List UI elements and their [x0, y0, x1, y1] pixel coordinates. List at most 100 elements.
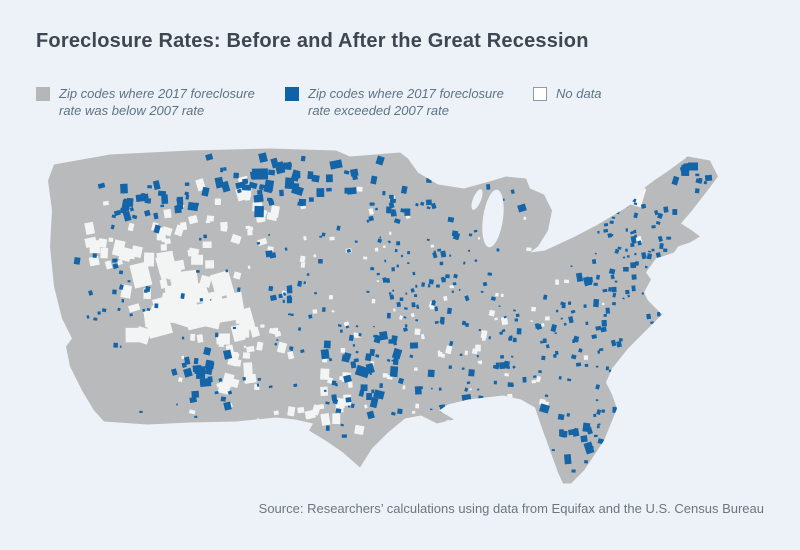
zip-nodata — [629, 185, 637, 194]
zip-exceeded — [237, 287, 241, 292]
source-note: Source: Researchers’ calculations using … — [258, 501, 764, 516]
zip-exceeded — [352, 344, 356, 347]
zip-exceeded — [503, 315, 507, 319]
zip-nodata — [216, 382, 222, 388]
zip-exceeded — [386, 206, 392, 214]
zip-nodata — [540, 323, 545, 327]
zip-exceeded — [603, 313, 607, 317]
zip-exceeded — [325, 352, 329, 356]
zip-nodata — [267, 246, 274, 252]
zip-exceeded — [554, 350, 559, 355]
great-lakes — [471, 189, 504, 248]
zip-exceeded — [593, 413, 597, 418]
zip-exceeded — [648, 250, 652, 253]
zip-exceeded — [205, 153, 214, 161]
zip-exceeded — [377, 238, 383, 244]
zip-nodata — [218, 333, 230, 345]
zip-exceeded — [209, 299, 212, 301]
zip-exceeded — [644, 265, 648, 268]
zip-exceeded — [610, 201, 616, 208]
zip-exceeded — [558, 375, 562, 380]
zip-nodata — [120, 284, 133, 299]
zip-exceeded — [566, 412, 571, 417]
zip-nodata — [104, 260, 113, 270]
zip-exceeded — [592, 473, 599, 477]
nodata-speckles — [84, 175, 647, 461]
zip-exceeded — [400, 208, 406, 213]
zip-exceeded — [366, 410, 375, 420]
zip-exceeded — [402, 433, 406, 438]
zip-nodata — [205, 220, 211, 224]
zip-exceeded — [276, 339, 279, 341]
zip-exceeded — [221, 425, 226, 429]
zip-exceeded — [682, 153, 688, 158]
zip-exceeded — [375, 354, 380, 358]
zip-nodata — [160, 244, 167, 251]
zip-exceeded — [118, 284, 124, 291]
zip-exceeded — [695, 178, 702, 184]
zip-exceeded — [185, 194, 190, 200]
zip-exceeded — [215, 462, 220, 467]
zip-exceeded — [223, 167, 227, 171]
zip-exceeded — [235, 181, 246, 190]
zip-exceeded — [623, 192, 631, 199]
zip-exceeded — [349, 168, 359, 177]
zip-exceeded — [337, 324, 342, 328]
zip-exceeded — [215, 332, 219, 338]
zip-exceeded — [440, 276, 446, 283]
zip-exceeded — [575, 272, 584, 283]
zip-nodata — [214, 198, 221, 205]
zip-exceeded — [601, 409, 605, 413]
zip-exceeded — [204, 359, 214, 370]
zip-nodata — [187, 315, 191, 318]
zip-exceeded — [290, 313, 294, 316]
zip-exceeded — [634, 252, 637, 256]
zip-exceeded — [512, 365, 516, 369]
zip-nodata — [368, 208, 375, 216]
zip-exceeded — [320, 348, 330, 360]
zip-exceeded — [412, 271, 416, 276]
zip-nodata — [504, 372, 509, 377]
zip-exceeded — [542, 294, 548, 300]
zip-exceeded — [291, 185, 304, 196]
zip-exceeded — [110, 224, 115, 230]
zip-exceeded — [415, 202, 419, 207]
zip-exceeded — [268, 385, 273, 389]
zip-exceeded — [430, 387, 433, 390]
zip-exceeded — [497, 248, 500, 252]
zip-exceeded — [432, 299, 436, 303]
zip-nodata — [188, 409, 196, 415]
zip-exceeded — [439, 316, 445, 324]
zip-exceeded — [143, 209, 151, 217]
zip-exceeded — [258, 152, 268, 163]
zip-exceeded — [278, 293, 283, 299]
zip-exceeded — [433, 250, 436, 254]
zip-nodata — [196, 334, 204, 343]
zip-exceeded — [286, 296, 293, 304]
zip-exceeded — [533, 375, 537, 379]
zip-exceeded — [542, 338, 547, 344]
zip-exceeded — [391, 267, 395, 272]
zip-exceeded — [618, 338, 623, 342]
zip-nodata — [507, 393, 513, 399]
zip-exceeded — [498, 404, 503, 409]
zip-nodata — [364, 404, 368, 409]
zip-exceeded — [392, 289, 395, 292]
zip-exceeded — [608, 268, 616, 275]
zip-nodata — [477, 237, 481, 240]
zip-exceeded — [438, 405, 442, 407]
zip-exceeded — [600, 326, 607, 333]
zip-exceeded — [198, 237, 202, 241]
zip-nodata — [412, 410, 416, 414]
zip-nodata — [523, 216, 527, 220]
zip-exceeded — [248, 181, 258, 190]
zip-exceeded — [436, 284, 440, 288]
zip-exceeded — [258, 184, 265, 191]
zip-exceeded — [254, 205, 264, 218]
zip-nodata — [168, 290, 195, 317]
zip-exceeded — [391, 347, 403, 360]
zip-exceeded — [335, 411, 338, 413]
zip-exceeded — [598, 348, 604, 352]
zip-exceeded — [630, 262, 637, 269]
zip-nodata — [100, 247, 109, 259]
